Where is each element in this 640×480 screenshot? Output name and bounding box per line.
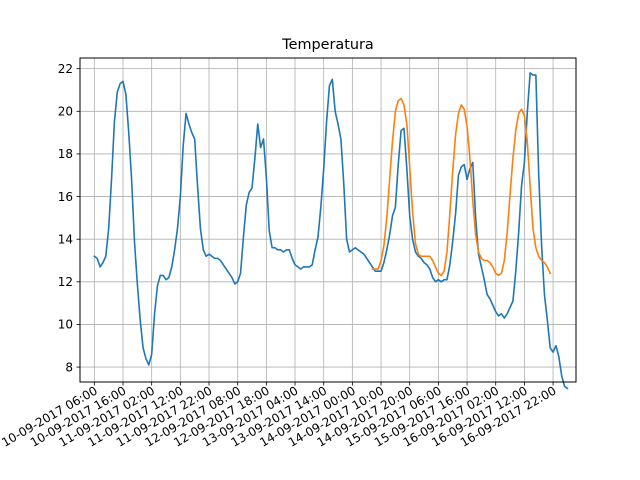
y-tick-label: 14 [58,232,73,246]
y-tick-label: 10 [58,318,73,332]
y-tick-label: 8 [65,360,73,374]
y-tick-label: 22 [58,62,73,76]
chart-title: Temperatura [281,37,373,53]
y-axis-ticks: 8 10 12 14 16 18 20 22 [58,62,80,374]
y-tick-label: 16 [58,190,73,204]
y-tick-label: 12 [58,275,73,289]
grid [80,58,576,382]
series-lines [93,72,569,390]
series-line-2 [371,97,552,277]
y-tick-label: 20 [58,105,73,119]
series-line-1 [93,72,569,390]
y-tick-label: 18 [58,147,73,161]
plot-frame [79,57,577,383]
